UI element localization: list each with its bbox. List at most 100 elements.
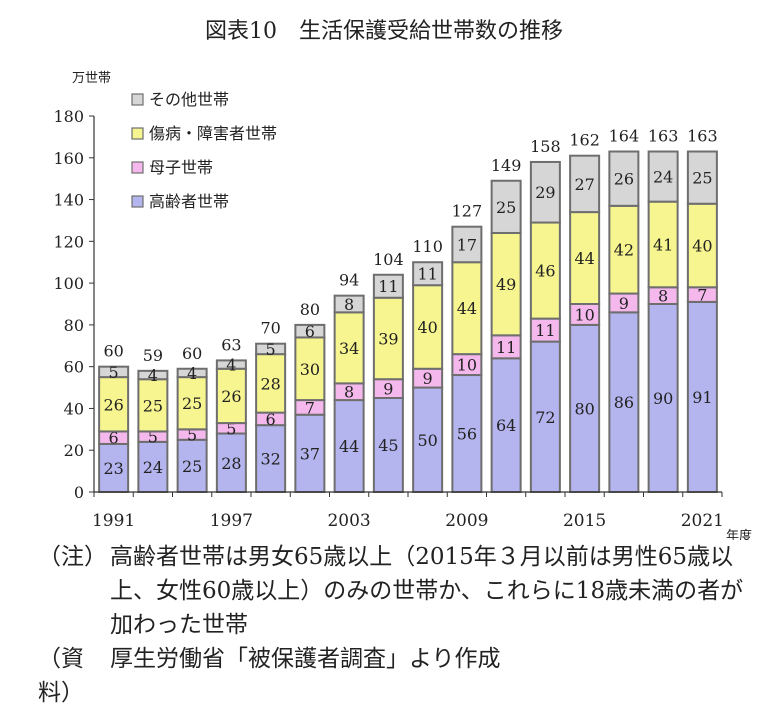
bar-segment	[372, 273, 404, 299]
segment-value-label: 40	[417, 318, 437, 337]
source-row: （資料） 厚生労働省「被保護者調査」より作成	[38, 642, 758, 710]
note-row: （注） 高齢者世帯は男女65歳以上（2015年３月以前は男性65歳以上、女性60…	[38, 540, 758, 642]
bar-segment	[490, 179, 522, 234]
total-value-label: 110	[412, 237, 443, 256]
x-tick-label: 2009	[445, 511, 488, 531]
bar-segment	[215, 432, 247, 493]
bar-segment	[451, 261, 483, 356]
legend-swatch	[131, 161, 144, 174]
y-tick-label: 80	[64, 316, 84, 335]
bar-segment	[569, 154, 601, 214]
y-tick-label: 0	[74, 483, 84, 502]
segment-value-label: 50	[417, 431, 437, 450]
bar-segment	[294, 336, 326, 402]
segment-value-label: 45	[378, 436, 398, 455]
legend-swatch	[131, 127, 144, 140]
total-value-label: 60	[103, 342, 123, 361]
segment-value-label: 49	[496, 275, 516, 294]
bar-segment	[529, 340, 561, 493]
segment-value-label: 32	[260, 450, 280, 469]
segment-value-label: 8	[344, 295, 354, 314]
segment-value-label: 28	[260, 374, 280, 393]
bar-segment	[255, 424, 287, 493]
segment-value-label: 40	[692, 237, 712, 256]
bar-segment	[333, 311, 365, 385]
bar-segment	[529, 221, 561, 320]
total-value-label: 70	[260, 319, 280, 338]
legend-label: 傷病・障害者世帯	[149, 124, 277, 143]
segment-value-label: 25	[182, 457, 202, 476]
y-tick-label: 140	[53, 191, 84, 210]
x-axis-unit: 年度	[726, 528, 752, 540]
segment-value-label: 5	[187, 426, 197, 445]
segment-value-label: 7	[697, 286, 707, 305]
bar-segment	[647, 303, 679, 493]
total-value-label: 59	[143, 346, 163, 365]
segment-value-label: 10	[574, 305, 594, 324]
segment-value-label: 4	[148, 366, 158, 385]
segment-value-label: 91	[692, 388, 712, 407]
segment-value-label: 8	[658, 287, 668, 306]
segment-value-label: 34	[339, 339, 359, 358]
total-value-label: 164	[609, 127, 640, 146]
segment-value-label: 9	[383, 380, 393, 399]
total-value-label: 149	[491, 156, 522, 175]
segment-value-label: 26	[614, 170, 634, 189]
segment-value-label: 11	[496, 338, 516, 357]
segment-value-label: 37	[300, 444, 320, 463]
x-tick-label: 2015	[563, 511, 606, 531]
legend-swatch	[131, 93, 144, 106]
bar-segment	[255, 353, 287, 414]
bar-segment	[137, 369, 169, 381]
segment-value-label: 5	[226, 419, 236, 438]
segment-value-label: 5	[148, 428, 158, 447]
bar-segment	[215, 367, 247, 425]
x-tick-label: 2003	[327, 511, 370, 531]
bar-segment	[98, 365, 130, 379]
bar-segment	[412, 261, 444, 287]
segment-value-label: 46	[535, 262, 555, 281]
legend-swatch	[131, 195, 144, 208]
bar-segment	[333, 294, 365, 314]
bar-segment	[686, 150, 718, 205]
chart-title: 図表10 生活保護受給世帯数の推移	[205, 19, 563, 44]
bar-segment	[137, 378, 169, 433]
segment-value-label: 6	[305, 322, 315, 341]
bar-segment	[372, 296, 404, 381]
bar-segment	[451, 225, 483, 264]
segment-value-label: 90	[653, 389, 673, 408]
total-value-label: 63	[221, 335, 241, 354]
bar-segment	[608, 204, 640, 295]
total-value-label: 162	[569, 131, 600, 150]
bar-segment	[529, 160, 561, 224]
segment-value-label: 25	[496, 198, 516, 217]
note-text: 高齢者世帯は男女65歳以上（2015年３月以前は男性65歳以上、女性60歳以上）…	[110, 544, 744, 638]
bar-segment	[294, 323, 326, 339]
segment-value-label: 44	[339, 437, 359, 456]
y-tick-label: 20	[64, 441, 84, 460]
note-label: （注）	[38, 544, 107, 570]
y-tick-label: 100	[53, 274, 84, 293]
segment-value-label: 8	[344, 383, 354, 402]
source-text: 厚生労働省「被保護者調査」より作成	[110, 646, 501, 672]
segment-value-label: 25	[692, 169, 712, 188]
segment-value-label: 6	[266, 410, 276, 429]
bar-segment	[98, 376, 130, 433]
segment-value-label: 86	[614, 393, 634, 412]
y-axis-unit: 万世帯	[72, 71, 111, 86]
segment-value-label: 11	[417, 265, 437, 284]
x-tick-label: 2021	[681, 511, 724, 531]
segment-value-label: 26	[221, 387, 241, 406]
bar-segment	[176, 376, 208, 431]
segment-value-label: 11	[535, 321, 555, 340]
segment-value-label: 25	[182, 394, 202, 413]
segment-value-label: 41	[653, 235, 673, 254]
segment-value-label: 24	[143, 458, 163, 477]
bar-segment	[176, 367, 208, 379]
bar-segment	[255, 342, 287, 356]
segment-value-label: 24	[653, 168, 673, 187]
bar-segment	[215, 359, 247, 370]
total-value-label: 158	[530, 137, 561, 156]
total-value-label: 94	[339, 271, 359, 290]
segment-value-label: 25	[143, 396, 163, 415]
